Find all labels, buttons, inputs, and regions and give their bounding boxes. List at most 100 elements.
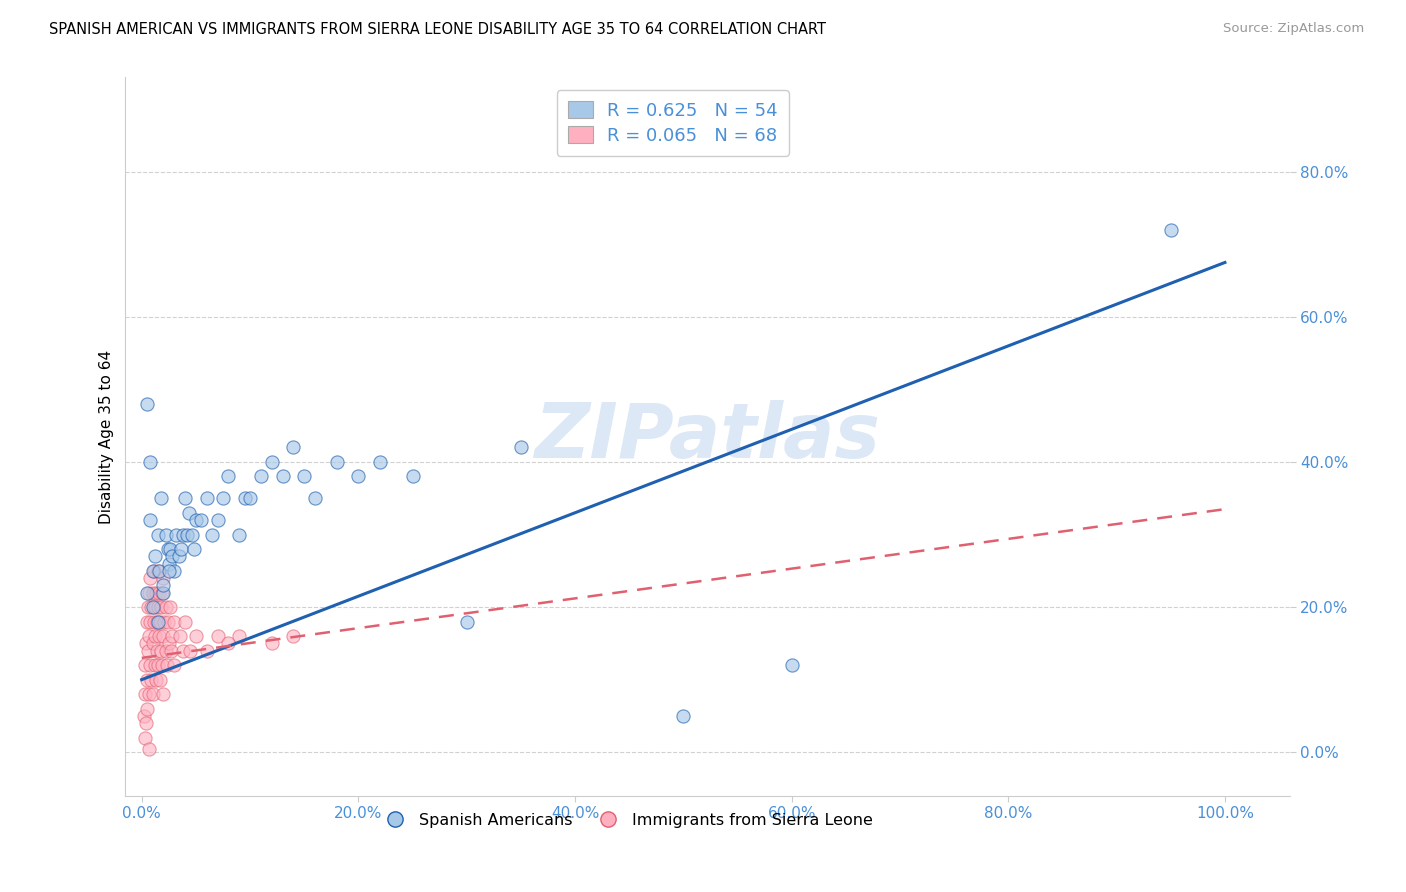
Point [146, 615, 169, 629]
Point [155, 643, 177, 657]
Point [325, 455, 347, 469]
Point [212, 491, 235, 506]
Point [139, 455, 162, 469]
Point [136, 615, 159, 629]
Point [152, 687, 174, 701]
Point [141, 687, 163, 701]
Point [136, 673, 159, 687]
Point [260, 636, 283, 650]
Point [183, 542, 205, 557]
Point [250, 469, 273, 483]
Point [509, 441, 531, 455]
Point [180, 527, 202, 541]
Point [138, 687, 160, 701]
Point [163, 658, 186, 673]
Point [141, 600, 163, 615]
Text: SPANISH AMERICAN VS IMMIGRANTS FROM SIERRA LEONE DISABILITY AGE 35 TO 64 CORRELA: SPANISH AMERICAN VS IMMIGRANTS FROM SIER… [49, 22, 827, 37]
Text: Source: ZipAtlas.com: Source: ZipAtlas.com [1223, 22, 1364, 36]
Text: ZIPatlas: ZIPatlas [534, 400, 880, 474]
Point [139, 513, 162, 527]
Point [174, 491, 197, 506]
Point [176, 527, 198, 541]
Point [233, 491, 256, 506]
Point [146, 643, 169, 657]
Point [157, 636, 180, 650]
Point [142, 564, 165, 578]
Point [134, 687, 156, 701]
Point [159, 600, 181, 615]
Point [780, 658, 803, 673]
Point [156, 658, 179, 673]
Point [157, 564, 180, 578]
Point [149, 673, 172, 687]
Point [146, 615, 169, 629]
Point [163, 564, 186, 578]
Point [160, 629, 183, 643]
Point [141, 636, 163, 650]
Point [141, 564, 163, 578]
Point [160, 549, 183, 564]
Point [156, 542, 179, 557]
Point [156, 615, 179, 629]
Point [159, 542, 181, 557]
Point [148, 585, 170, 599]
Point [160, 643, 183, 657]
Point [304, 491, 326, 506]
Point [146, 600, 169, 615]
Point [184, 629, 207, 643]
Point [136, 701, 159, 715]
Y-axis label: Disability Age 35 to 64: Disability Age 35 to 64 [100, 350, 114, 524]
Point [292, 469, 315, 483]
Point [138, 585, 160, 599]
Point [163, 615, 186, 629]
Point [148, 629, 170, 643]
Point [157, 557, 180, 571]
Point [368, 455, 391, 469]
Point [456, 615, 478, 629]
Point [134, 658, 156, 673]
Point [135, 716, 157, 731]
Point [195, 643, 218, 657]
Point [401, 469, 423, 483]
Point [672, 709, 695, 723]
Point [1160, 223, 1182, 237]
Point [207, 513, 229, 527]
Point [190, 513, 212, 527]
Point [141, 673, 163, 687]
Point [172, 643, 194, 657]
Point [132, 709, 155, 723]
Point [150, 658, 173, 673]
Point [145, 585, 167, 599]
Point [217, 469, 239, 483]
Point [153, 615, 176, 629]
Point [141, 600, 163, 615]
Point [143, 549, 166, 564]
Point [136, 397, 159, 411]
Point [217, 636, 239, 650]
Point [136, 585, 159, 599]
Point [149, 615, 172, 629]
Point [139, 658, 162, 673]
Point [179, 643, 201, 657]
Point [152, 629, 174, 643]
Point [143, 658, 166, 673]
Point [155, 600, 177, 615]
Legend: Spanish Americans, Immigrants from Sierra Leone: Spanish Americans, Immigrants from Sierr… [373, 806, 879, 834]
Point [167, 549, 190, 564]
Point [143, 600, 166, 615]
Point [179, 506, 201, 520]
Point [152, 585, 174, 599]
Point [195, 491, 218, 506]
Point [143, 629, 166, 643]
Point [260, 455, 283, 469]
Point [150, 600, 173, 615]
Point [201, 527, 224, 541]
Point [145, 673, 167, 687]
Point [228, 629, 250, 643]
Point [155, 527, 177, 541]
Point [139, 571, 162, 585]
Point [184, 513, 207, 527]
Point [141, 585, 163, 599]
Point [172, 527, 194, 541]
Point [134, 731, 156, 745]
